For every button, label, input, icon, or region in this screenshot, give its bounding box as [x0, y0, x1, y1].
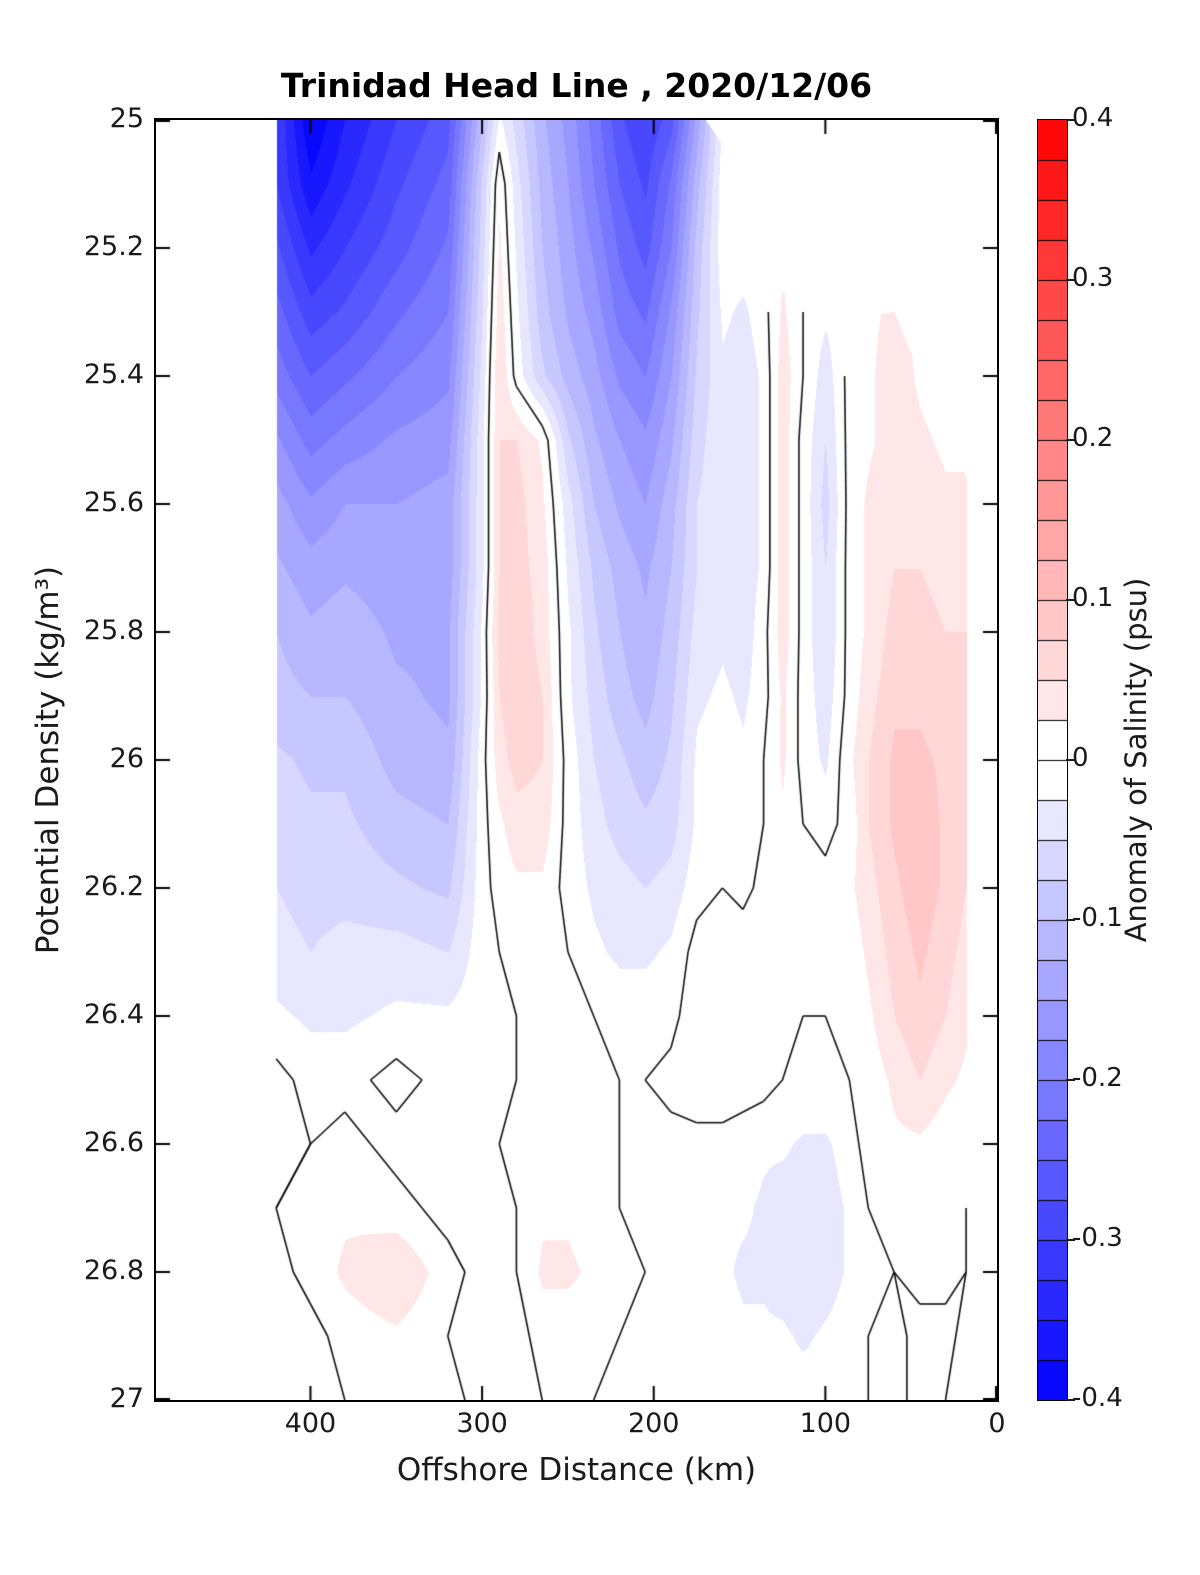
y-tick-label: 27 — [109, 1383, 144, 1414]
y-tick-label: 25.4 — [83, 359, 144, 390]
colorbar-axis-label: Anomaly of Salinity (psu) — [1119, 577, 1153, 943]
contour-plot-canvas — [156, 120, 997, 1400]
y-tick-label: 26.6 — [83, 1127, 144, 1158]
colorbar-tick-label: -0.4 — [1072, 1383, 1123, 1413]
colorbar-tick-label: 0.3 — [1072, 263, 1114, 293]
y-tick-label: 26.4 — [83, 999, 144, 1030]
colorbar-tick-label: -0.3 — [1072, 1223, 1123, 1253]
colorbar-tick — [1066, 1399, 1075, 1401]
y-tick-label: 25 — [109, 103, 144, 134]
y-tick-label: 25.2 — [83, 231, 144, 262]
chart-title: Trinidad Head Line , 2020/12/06 — [280, 66, 873, 105]
colorbar-tick-label: 0 — [1072, 743, 1089, 773]
y-tick-label: 26.8 — [83, 1255, 144, 1286]
x-tick-label: 200 — [627, 1408, 680, 1439]
colorbar-tick-label: 0.2 — [1072, 423, 1114, 453]
colorbar-tick-label: 0.1 — [1072, 583, 1114, 613]
colorbar-tick — [1066, 279, 1075, 281]
y-axis-label: Potential Density (kg/m³) — [30, 565, 66, 955]
colorbar-tick-label: 0.4 — [1072, 103, 1114, 133]
x-tick-label: 100 — [799, 1408, 852, 1439]
x-tick-label: 300 — [456, 1408, 508, 1439]
colorbar-tick — [1066, 599, 1075, 601]
y-tick-label: 26.2 — [83, 871, 144, 902]
x-tick-label: 400 — [284, 1408, 337, 1439]
y-tick-label: 25.8 — [83, 615, 144, 646]
colorbar — [1037, 119, 1068, 1401]
x-axis-label: Offshore Distance (km) — [396, 1452, 757, 1488]
colorbar-tick — [1066, 1239, 1075, 1241]
colorbar-tick — [1066, 119, 1075, 121]
x-tick-label: 0 — [988, 1408, 1006, 1439]
colorbar-tick-label: -0.1 — [1072, 903, 1123, 933]
colorbar-tick — [1066, 919, 1075, 921]
colorbar-tick — [1066, 1079, 1075, 1081]
colorbar-tick — [1066, 439, 1075, 441]
plot-area — [154, 118, 999, 1402]
colorbar-tick — [1066, 759, 1075, 761]
colorbar-tick-label: -0.2 — [1072, 1063, 1123, 1093]
y-tick-label: 25.6 — [83, 487, 144, 518]
colorbar-canvas — [1038, 120, 1067, 1400]
y-tick-label: 26 — [109, 743, 144, 774]
